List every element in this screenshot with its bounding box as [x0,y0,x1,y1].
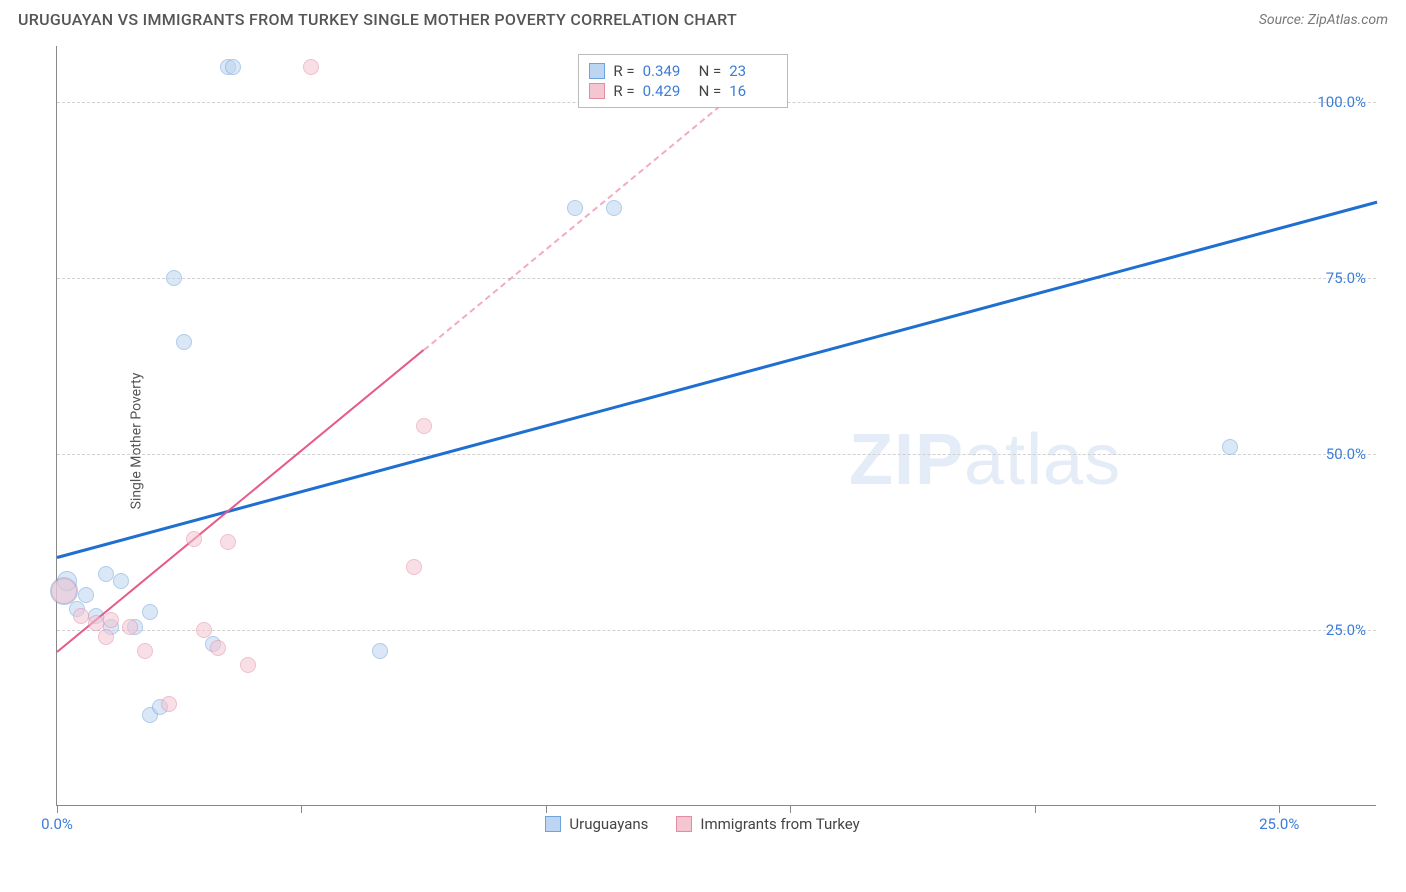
legend-series-name: Immigrants from Turkey [700,815,859,833]
trend-line [56,349,424,653]
data-point [220,534,236,550]
legend-series-name: Uruguayans [569,815,648,833]
data-point [73,608,89,624]
data-point [196,622,212,638]
y-tick-label: 25.0% [1326,621,1366,639]
y-tick-label: 75.0% [1326,269,1366,287]
data-point [406,559,422,575]
scatter-plot: ZIPatlas 25.0%50.0%75.0%100.0%0.0%25.0%R… [56,46,1376,806]
correlation-legend: R = 0.349 N = 23 R = 0.429 N = 16 [578,54,788,108]
legend-n-label: N = [699,82,722,100]
data-point [240,657,256,673]
data-point [225,59,241,75]
legend-swatch [589,63,605,79]
legend-item: Immigrants from Turkey [676,815,859,833]
data-point [122,619,138,635]
data-point [98,629,114,645]
gridline [57,278,1376,279]
legend-row: R = 0.349 N = 23 [589,61,777,81]
data-point [606,200,622,216]
data-point [186,531,202,547]
data-point [113,573,129,589]
legend-n-value: 23 [729,62,777,80]
data-point [78,587,94,603]
data-point [166,270,182,286]
data-point [1222,439,1238,455]
source-attribution: Source: ZipAtlas.com [1259,12,1388,28]
x-tick [301,805,302,813]
data-point [416,418,432,434]
x-tick [546,805,547,813]
legend-row: R = 0.429 N = 16 [589,81,777,101]
data-point [161,696,177,712]
data-point [142,604,158,620]
data-point [137,643,153,659]
trend-line [57,201,1378,559]
legend-item: Uruguayans [545,815,648,833]
gridline [57,630,1376,631]
data-point [372,643,388,659]
source-value: ZipAtlas.com [1308,12,1388,28]
trend-line [423,67,766,351]
legend-swatch [589,83,605,99]
source-label: Source: [1259,12,1308,28]
y-tick-label: 100.0% [1317,93,1366,111]
data-point [88,615,104,631]
x-tick-label: 25.0% [1259,815,1299,833]
x-tick [1279,805,1280,813]
legend-n-label: N = [699,62,722,80]
data-point [567,200,583,216]
data-point [176,334,192,350]
gridline [57,454,1376,455]
watermark: ZIPatlas [849,419,1121,501]
data-point [103,612,119,628]
watermark-atlas: atlas [964,420,1121,500]
data-point [210,640,226,656]
data-point [51,578,77,604]
series-legend: Uruguayans Immigrants from Turkey [545,815,859,833]
chart-title: URUGUAYAN VS IMMIGRANTS FROM TURKEY SING… [18,10,737,29]
x-tick [1035,805,1036,813]
legend-r-value: 0.429 [643,82,691,100]
legend-n-value: 16 [729,82,777,100]
legend-r-label: R = [613,62,634,80]
watermark-zip: ZIP [849,420,964,500]
x-tick [790,805,791,813]
legend-swatch [676,816,692,832]
chart-container: Single Mother Poverty ZIPatlas 25.0%50.0… [50,46,1390,836]
data-point [98,566,114,582]
legend-swatch [545,816,561,832]
x-tick [57,805,58,813]
legend-r-label: R = [613,82,634,100]
y-tick-label: 50.0% [1326,445,1366,463]
legend-r-value: 0.349 [643,62,691,80]
data-point [303,59,319,75]
x-tick-label: 0.0% [41,815,73,833]
